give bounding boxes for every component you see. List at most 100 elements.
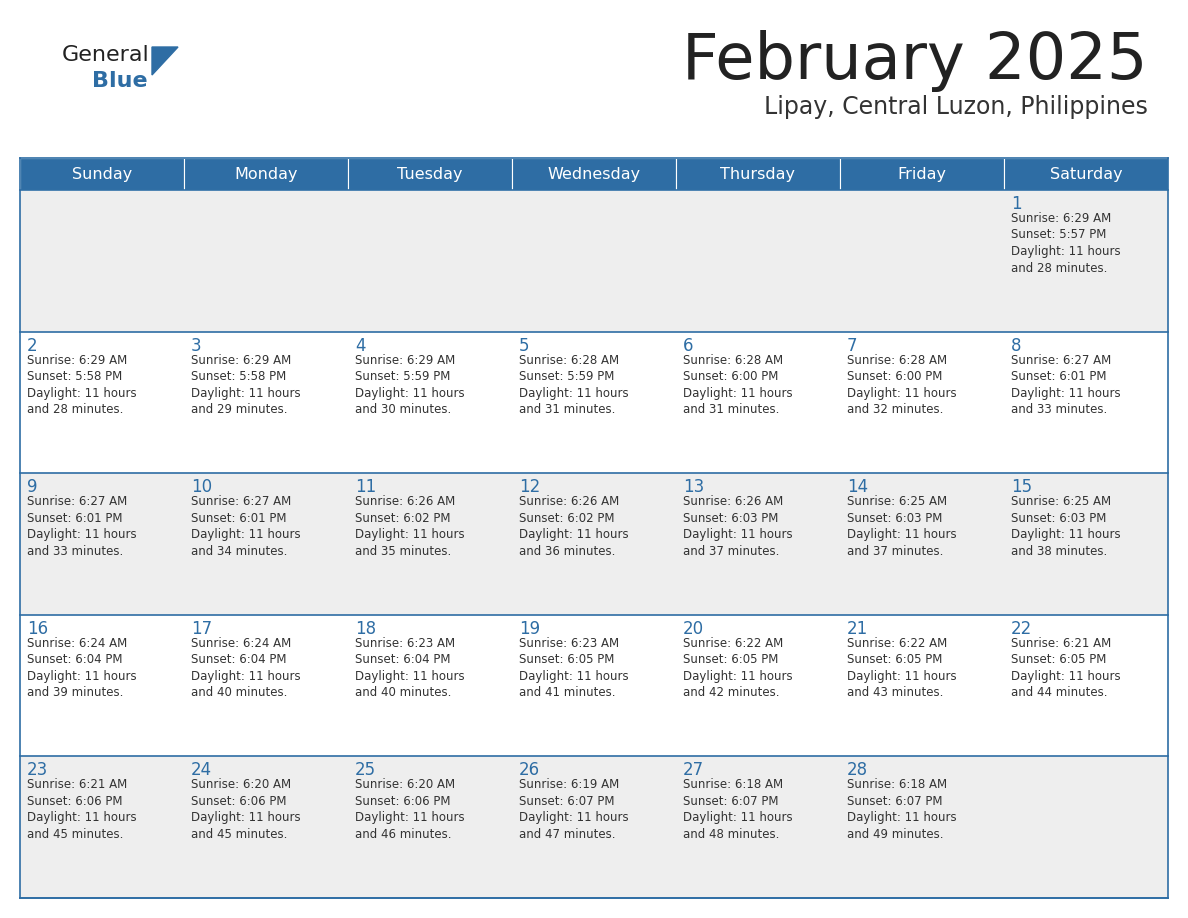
Text: Daylight: 11 hours: Daylight: 11 hours [191, 386, 301, 399]
FancyBboxPatch shape [184, 158, 348, 190]
Text: 15: 15 [1011, 478, 1032, 497]
Text: Blue: Blue [91, 71, 147, 91]
FancyBboxPatch shape [840, 331, 1004, 473]
Text: Daylight: 11 hours: Daylight: 11 hours [355, 528, 465, 542]
Text: Sunset: 6:01 PM: Sunset: 6:01 PM [1011, 370, 1106, 383]
Text: Daylight: 11 hours: Daylight: 11 hours [519, 670, 628, 683]
Text: Daylight: 11 hours: Daylight: 11 hours [27, 812, 137, 824]
Text: 27: 27 [683, 761, 704, 779]
Text: Sunrise: 6:24 AM: Sunrise: 6:24 AM [27, 637, 127, 650]
FancyBboxPatch shape [1004, 615, 1168, 756]
FancyBboxPatch shape [20, 190, 184, 331]
Text: Daylight: 11 hours: Daylight: 11 hours [847, 528, 956, 542]
Text: Sunrise: 6:22 AM: Sunrise: 6:22 AM [847, 637, 947, 650]
Text: Sunset: 6:05 PM: Sunset: 6:05 PM [519, 654, 614, 666]
Text: Daylight: 11 hours: Daylight: 11 hours [191, 670, 301, 683]
Polygon shape [152, 47, 178, 75]
Text: Sunrise: 6:25 AM: Sunrise: 6:25 AM [1011, 495, 1111, 509]
Text: and 37 minutes.: and 37 minutes. [683, 544, 779, 558]
Text: Daylight: 11 hours: Daylight: 11 hours [1011, 528, 1120, 542]
FancyBboxPatch shape [1004, 756, 1168, 898]
Text: Daylight: 11 hours: Daylight: 11 hours [519, 386, 628, 399]
Text: Daylight: 11 hours: Daylight: 11 hours [191, 528, 301, 542]
Text: Daylight: 11 hours: Daylight: 11 hours [683, 670, 792, 683]
Text: Sunset: 6:06 PM: Sunset: 6:06 PM [191, 795, 286, 808]
Text: Sunset: 6:05 PM: Sunset: 6:05 PM [1011, 654, 1106, 666]
Text: Sunrise: 6:28 AM: Sunrise: 6:28 AM [519, 353, 619, 366]
FancyBboxPatch shape [20, 473, 184, 615]
Text: and 49 minutes.: and 49 minutes. [847, 828, 943, 841]
FancyBboxPatch shape [348, 158, 512, 190]
Text: 10: 10 [191, 478, 213, 497]
Text: Sunday: Sunday [72, 166, 132, 182]
FancyBboxPatch shape [1004, 473, 1168, 615]
Text: Sunrise: 6:18 AM: Sunrise: 6:18 AM [847, 778, 947, 791]
Text: Sunset: 6:07 PM: Sunset: 6:07 PM [847, 795, 942, 808]
FancyBboxPatch shape [1004, 331, 1168, 473]
Text: and 46 minutes.: and 46 minutes. [355, 828, 451, 841]
Text: Thursday: Thursday [720, 166, 796, 182]
Text: and 28 minutes.: and 28 minutes. [1011, 262, 1107, 274]
Text: Lipay, Central Luzon, Philippines: Lipay, Central Luzon, Philippines [764, 95, 1148, 119]
Text: February 2025: February 2025 [682, 30, 1148, 92]
FancyBboxPatch shape [1004, 158, 1168, 190]
Text: 11: 11 [355, 478, 377, 497]
Text: Daylight: 11 hours: Daylight: 11 hours [1011, 386, 1120, 399]
Text: 14: 14 [847, 478, 868, 497]
FancyBboxPatch shape [512, 473, 676, 615]
FancyBboxPatch shape [512, 756, 676, 898]
Text: Sunset: 5:58 PM: Sunset: 5:58 PM [27, 370, 122, 383]
Text: Wednesday: Wednesday [548, 166, 640, 182]
Text: 28: 28 [847, 761, 868, 779]
Text: Daylight: 11 hours: Daylight: 11 hours [683, 812, 792, 824]
FancyBboxPatch shape [676, 331, 840, 473]
Text: Sunset: 6:01 PM: Sunset: 6:01 PM [191, 511, 286, 525]
Text: Sunset: 6:03 PM: Sunset: 6:03 PM [683, 511, 778, 525]
Text: Sunset: 5:57 PM: Sunset: 5:57 PM [1011, 229, 1106, 241]
Text: 24: 24 [191, 761, 213, 779]
Text: and 36 minutes.: and 36 minutes. [519, 544, 615, 558]
Text: Daylight: 11 hours: Daylight: 11 hours [683, 528, 792, 542]
Text: 22: 22 [1011, 620, 1032, 638]
Text: and 32 minutes.: and 32 minutes. [847, 403, 943, 416]
Text: 16: 16 [27, 620, 49, 638]
Text: Sunset: 6:04 PM: Sunset: 6:04 PM [27, 654, 122, 666]
Text: and 45 minutes.: and 45 minutes. [27, 828, 124, 841]
Text: Sunrise: 6:18 AM: Sunrise: 6:18 AM [683, 778, 783, 791]
Text: Sunset: 5:58 PM: Sunset: 5:58 PM [191, 370, 286, 383]
Text: Sunrise: 6:23 AM: Sunrise: 6:23 AM [519, 637, 619, 650]
Text: Sunset: 6:00 PM: Sunset: 6:00 PM [683, 370, 778, 383]
Text: 17: 17 [191, 620, 213, 638]
Text: Sunrise: 6:26 AM: Sunrise: 6:26 AM [519, 495, 619, 509]
Text: Sunrise: 6:20 AM: Sunrise: 6:20 AM [355, 778, 455, 791]
Text: and 43 minutes.: and 43 minutes. [847, 687, 943, 700]
Text: 20: 20 [683, 620, 704, 638]
Text: and 31 minutes.: and 31 minutes. [683, 403, 779, 416]
FancyBboxPatch shape [840, 615, 1004, 756]
Text: Sunset: 6:06 PM: Sunset: 6:06 PM [27, 795, 122, 808]
FancyBboxPatch shape [1004, 190, 1168, 331]
Text: and 28 minutes.: and 28 minutes. [27, 403, 124, 416]
Text: Daylight: 11 hours: Daylight: 11 hours [27, 386, 137, 399]
FancyBboxPatch shape [20, 331, 184, 473]
Text: 12: 12 [519, 478, 541, 497]
Text: General: General [62, 45, 150, 65]
Text: and 30 minutes.: and 30 minutes. [355, 403, 451, 416]
FancyBboxPatch shape [512, 190, 676, 331]
Text: Sunset: 6:01 PM: Sunset: 6:01 PM [27, 511, 122, 525]
Text: Saturday: Saturday [1050, 166, 1123, 182]
Text: Daylight: 11 hours: Daylight: 11 hours [847, 386, 956, 399]
FancyBboxPatch shape [20, 158, 184, 190]
FancyBboxPatch shape [512, 158, 676, 190]
Text: Sunset: 6:03 PM: Sunset: 6:03 PM [1011, 511, 1106, 525]
Text: Friday: Friday [897, 166, 947, 182]
Text: 19: 19 [519, 620, 541, 638]
Text: 4: 4 [355, 337, 366, 354]
FancyBboxPatch shape [184, 615, 348, 756]
Text: Sunset: 6:03 PM: Sunset: 6:03 PM [847, 511, 942, 525]
Text: 5: 5 [519, 337, 530, 354]
Text: Daylight: 11 hours: Daylight: 11 hours [519, 528, 628, 542]
Text: and 33 minutes.: and 33 minutes. [1011, 403, 1107, 416]
Text: 23: 23 [27, 761, 49, 779]
Text: 13: 13 [683, 478, 704, 497]
